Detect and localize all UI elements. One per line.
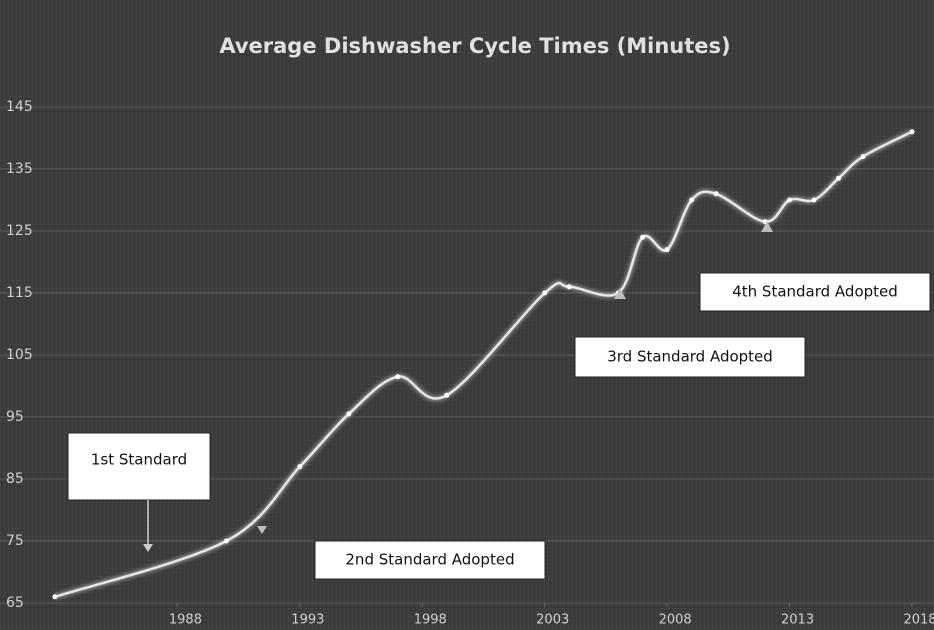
annotation-text: 1st Standard [91,451,187,469]
data-point [811,197,817,203]
y-tick-label: 115 [6,285,33,301]
data-point [640,234,646,240]
annotation-text: 4th Standard Adopted [732,283,898,301]
data-point [713,191,719,197]
annotation-marker [761,221,773,232]
y-tick-label: 105 [6,347,33,363]
data-point [52,594,58,600]
annotation-box [67,432,211,501]
annotation-marker [257,526,267,534]
y-tick-label: 125 [6,223,33,239]
data-point [223,538,229,544]
data-point [689,197,695,203]
data-point [664,247,670,253]
y-tick-label: 135 [6,161,33,177]
annotation-arrowhead [143,544,153,552]
x-tick-label: 1993 [291,613,324,628]
data-point [566,284,572,290]
data-point [860,154,866,160]
x-tick-label: 1998 [414,613,447,628]
y-tick-label: 145 [6,99,33,115]
x-tick-label: 2008 [659,613,692,628]
y-tick-label: 65 [6,595,24,611]
data-line [54,130,913,598]
data-point [787,197,793,203]
x-tick-label: 2013 [781,613,814,628]
annotation-marker [614,288,626,299]
data-point [297,464,303,470]
annotation-text: 3rd Standard Adopted [607,348,773,366]
data-point [395,374,401,380]
annotation-box [699,272,931,312]
data-point [542,290,548,296]
y-tick-label: 95 [6,409,24,425]
data-point [836,175,842,181]
x-tick-label: 1988 [169,613,202,628]
x-tick-label: 2018 [903,613,934,628]
data-point [346,411,352,417]
y-tick-label: 75 [6,533,24,549]
annotation-box [574,336,806,378]
data-point [909,129,915,135]
annotation-box [314,540,546,580]
y-tick-label: 85 [6,471,24,487]
annotation-text: 2nd Standard Adopted [345,551,514,569]
data-point [444,392,450,398]
x-tick-label: 2003 [536,613,569,628]
chart-title: Average Dishwasher Cycle Times (Minutes) [219,34,730,58]
